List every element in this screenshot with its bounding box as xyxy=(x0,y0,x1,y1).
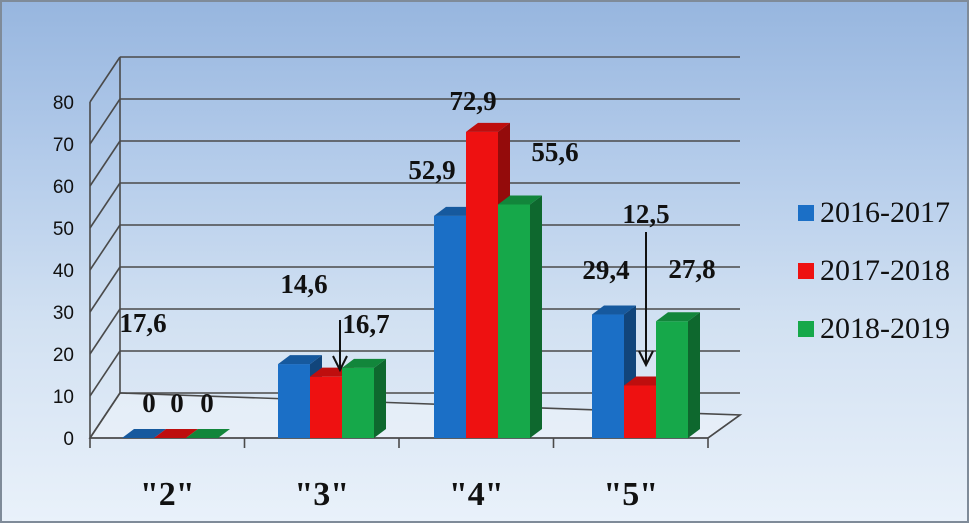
data-label: 14,6 xyxy=(280,269,327,299)
bar-front xyxy=(434,215,466,438)
bar xyxy=(498,195,542,438)
bar-front xyxy=(656,321,688,438)
data-label: 0 xyxy=(170,388,184,418)
legend-item: 2016-2017 xyxy=(798,196,950,230)
data-label-arrowhead xyxy=(638,350,654,368)
bar-top xyxy=(154,429,198,438)
data-label: 16,7 xyxy=(342,309,389,339)
data-label: 52,9 xyxy=(408,155,455,185)
gridline-side xyxy=(89,266,121,313)
floor-edge xyxy=(707,414,741,439)
x-category-label: "2" xyxy=(140,476,195,513)
y-tick-label: 10 xyxy=(53,387,74,408)
chart-legend: 2016-2017 2017-2018 2018-2019 xyxy=(798,196,950,370)
gridline-side xyxy=(89,182,121,229)
bar-side xyxy=(530,195,542,438)
bar-front xyxy=(466,131,498,438)
data-label: 17,6 xyxy=(119,308,166,338)
y-tick-label: 70 xyxy=(53,135,74,156)
legend-label: 2016-2017 xyxy=(820,196,950,229)
gridline-side xyxy=(89,98,121,145)
legend-swatch xyxy=(798,263,814,279)
data-label: 0 xyxy=(142,388,156,418)
y-tick-label: 40 xyxy=(53,261,74,282)
gridline-side xyxy=(89,140,121,187)
y-tick-label: 20 xyxy=(53,345,74,366)
bar xyxy=(186,429,230,438)
x-category-label: "3" xyxy=(294,476,349,513)
bar xyxy=(342,358,386,438)
gridline-side xyxy=(89,224,121,271)
bar xyxy=(122,429,166,438)
legend-label: 2018-2019 xyxy=(820,312,950,345)
data-label: 72,9 xyxy=(449,86,496,116)
y-tick-label: 60 xyxy=(53,177,74,198)
x-category-label: "5" xyxy=(603,476,658,513)
legend-item: 2018-2019 xyxy=(798,312,950,346)
y-tick-label: 0 xyxy=(63,429,74,450)
bar-front xyxy=(310,376,342,438)
bar xyxy=(592,305,636,438)
bar-front xyxy=(498,204,530,438)
bar xyxy=(656,312,700,438)
bar-top xyxy=(186,429,230,438)
data-label: 27,8 xyxy=(668,254,715,284)
bar-top xyxy=(498,195,542,205)
gridline-side xyxy=(89,308,121,355)
data-label: 55,6 xyxy=(531,137,578,167)
bar-top xyxy=(466,122,510,132)
data-label: 12,5 xyxy=(622,199,669,229)
gridline-side xyxy=(89,350,121,397)
data-label-arrowhead xyxy=(332,355,348,373)
legend-label: 2017-2018 xyxy=(820,254,950,287)
bar-top xyxy=(592,305,636,315)
bar-top xyxy=(342,358,386,368)
y-tick-label: 30 xyxy=(53,303,74,324)
data-label: 0 xyxy=(200,388,214,418)
y-tick-label: 50 xyxy=(53,219,74,240)
bar-side xyxy=(374,358,386,438)
legend-swatch xyxy=(798,321,814,337)
bar-front xyxy=(624,385,656,438)
data-label: 29,4 xyxy=(582,255,629,285)
bar-top xyxy=(122,429,166,438)
bar-front xyxy=(592,314,624,438)
legend-item: 2017-2018 xyxy=(798,254,950,288)
gridline-side xyxy=(89,56,121,103)
bar-top xyxy=(656,312,700,322)
y-tick-label: 80 xyxy=(53,93,74,114)
bar-front xyxy=(342,367,374,438)
bar xyxy=(154,429,198,438)
bar-side xyxy=(688,312,700,438)
bar-front xyxy=(278,364,310,438)
legend-swatch xyxy=(798,205,814,221)
bar-top xyxy=(278,355,322,365)
x-category-label: "4" xyxy=(449,476,504,513)
